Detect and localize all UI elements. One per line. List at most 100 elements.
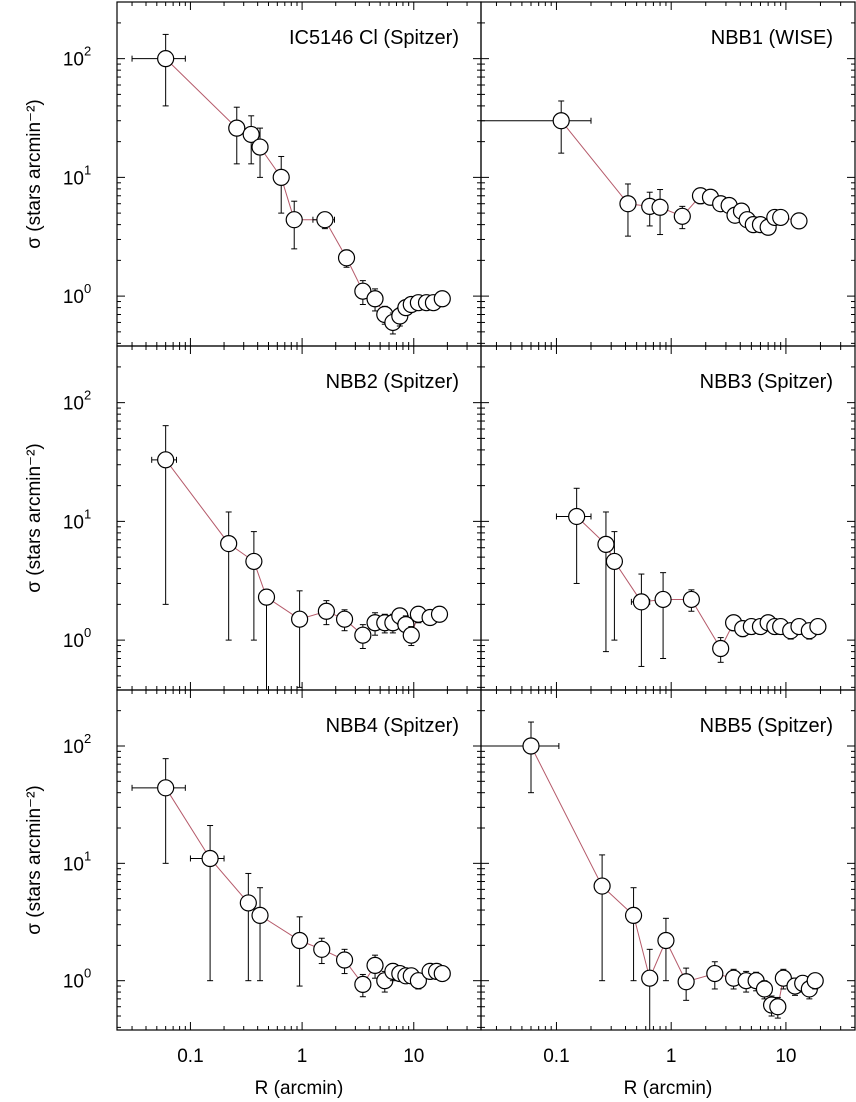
data-point <box>769 998 787 1016</box>
data-point <box>157 779 175 797</box>
data-point <box>157 451 175 469</box>
data-point <box>654 590 672 609</box>
y-tick-label: 10 <box>63 512 84 533</box>
y-tick-label: 10 <box>63 631 84 652</box>
data-point <box>239 894 257 912</box>
data-point <box>552 112 570 130</box>
y-tick-label-exponent: 0 <box>84 966 91 981</box>
data-point <box>402 626 420 644</box>
data-point <box>673 207 691 225</box>
data-point <box>809 617 827 636</box>
y-tick-label-exponent: 2 <box>84 388 91 403</box>
panel-frame <box>480 345 856 691</box>
data-point <box>433 964 451 983</box>
data-point <box>313 940 331 958</box>
y-axis-label: σ (stars arcmin⁻²) <box>24 443 45 592</box>
data-point <box>597 535 615 553</box>
panel-frame <box>480 1 856 347</box>
panel-title: NBB4 (Spitzer) <box>326 715 459 737</box>
data-point <box>354 282 372 300</box>
y-axis-label: σ (stars arcmin⁻²) <box>24 785 45 934</box>
data-point <box>433 290 451 308</box>
y-tick-label-exponent: 2 <box>84 44 91 59</box>
x-tick-label: 1 <box>297 1046 308 1067</box>
y-tick-label: 10 <box>63 50 84 71</box>
data-point <box>366 290 384 308</box>
data-point <box>624 906 643 925</box>
data-point <box>245 552 263 571</box>
series-line <box>530 745 816 1008</box>
series-line <box>165 787 443 986</box>
x-tick-label: 0.1 <box>177 1046 203 1067</box>
data-point <box>291 610 309 628</box>
x-axis-label: R (arcmin) <box>255 1078 344 1099</box>
data-point <box>316 211 334 229</box>
data-point <box>706 964 724 983</box>
y-tick-label: 10 <box>63 287 84 308</box>
panel-title: NBB5 (Spitzer) <box>700 715 833 737</box>
series-line <box>165 58 443 324</box>
data-point <box>641 969 659 987</box>
y-tick-label: 10 <box>63 972 84 993</box>
data-point <box>568 507 586 526</box>
data-point <box>712 639 730 658</box>
data-point <box>593 877 611 895</box>
data-point <box>651 198 669 216</box>
y-tick-label-exponent: 0 <box>84 281 91 296</box>
panel: IC5146 Cl (Spitzer) <box>131 27 459 335</box>
data-point <box>430 605 449 623</box>
y-tick-label-exponent: 2 <box>84 731 91 746</box>
data-point <box>291 931 309 950</box>
data-point <box>682 590 700 609</box>
y-tick-label-exponent: 1 <box>84 506 91 521</box>
x-tick-label: 10 <box>775 1046 796 1067</box>
data-point <box>366 956 384 974</box>
data-point <box>228 119 246 137</box>
x-tick-label: 10 <box>403 1046 424 1067</box>
data-point <box>242 125 260 144</box>
panel: NBB4 (Spitzer) <box>131 715 459 998</box>
panel-title: IC5146 Cl (Spitzer) <box>289 27 459 49</box>
data-point <box>337 249 356 267</box>
data-point <box>790 212 808 230</box>
data-point <box>354 975 372 993</box>
data-point <box>272 168 290 186</box>
data-point <box>251 138 269 156</box>
data-point <box>201 849 219 868</box>
panel: NBB2 (Spitzer) <box>151 371 459 690</box>
data-point <box>619 195 637 213</box>
data-point <box>409 972 427 990</box>
data-point <box>677 973 695 991</box>
panel: NBB3 (Spitzer) <box>555 371 833 667</box>
data-point <box>657 931 675 950</box>
y-tick-label: 10 <box>63 168 84 189</box>
x-tick-label: 1 <box>666 1046 677 1067</box>
data-point <box>522 737 540 755</box>
data-point <box>251 906 269 925</box>
data-point <box>335 610 354 628</box>
data-point <box>772 208 790 227</box>
data-point <box>285 211 303 229</box>
y-tick-label: 10 <box>63 854 84 875</box>
panel-frame <box>480 689 856 1031</box>
y-tick-label-exponent: 1 <box>84 162 91 177</box>
data-point <box>220 534 238 553</box>
data-point <box>317 602 335 620</box>
y-tick-label: 10 <box>63 737 84 758</box>
panel: NBB1 (WISE) <box>480 27 833 237</box>
panel-frame <box>116 345 482 691</box>
data-point <box>632 593 650 611</box>
y-tick-label-exponent: 1 <box>84 848 91 863</box>
x-axis-label: R (arcmin) <box>624 1078 713 1099</box>
y-tick-label: 10 <box>63 394 84 415</box>
y-tick-label-exponent: 0 <box>84 625 91 640</box>
panel-title: NBB3 (Spitzer) <box>700 371 833 393</box>
data-point <box>335 951 354 969</box>
data-point <box>755 980 774 998</box>
y-axis-label: σ (stars arcmin⁻²) <box>24 99 45 248</box>
data-point <box>354 626 372 644</box>
data-point <box>806 972 824 990</box>
data-point <box>157 50 175 68</box>
panel-title: NBB2 (Spitzer) <box>326 371 459 393</box>
